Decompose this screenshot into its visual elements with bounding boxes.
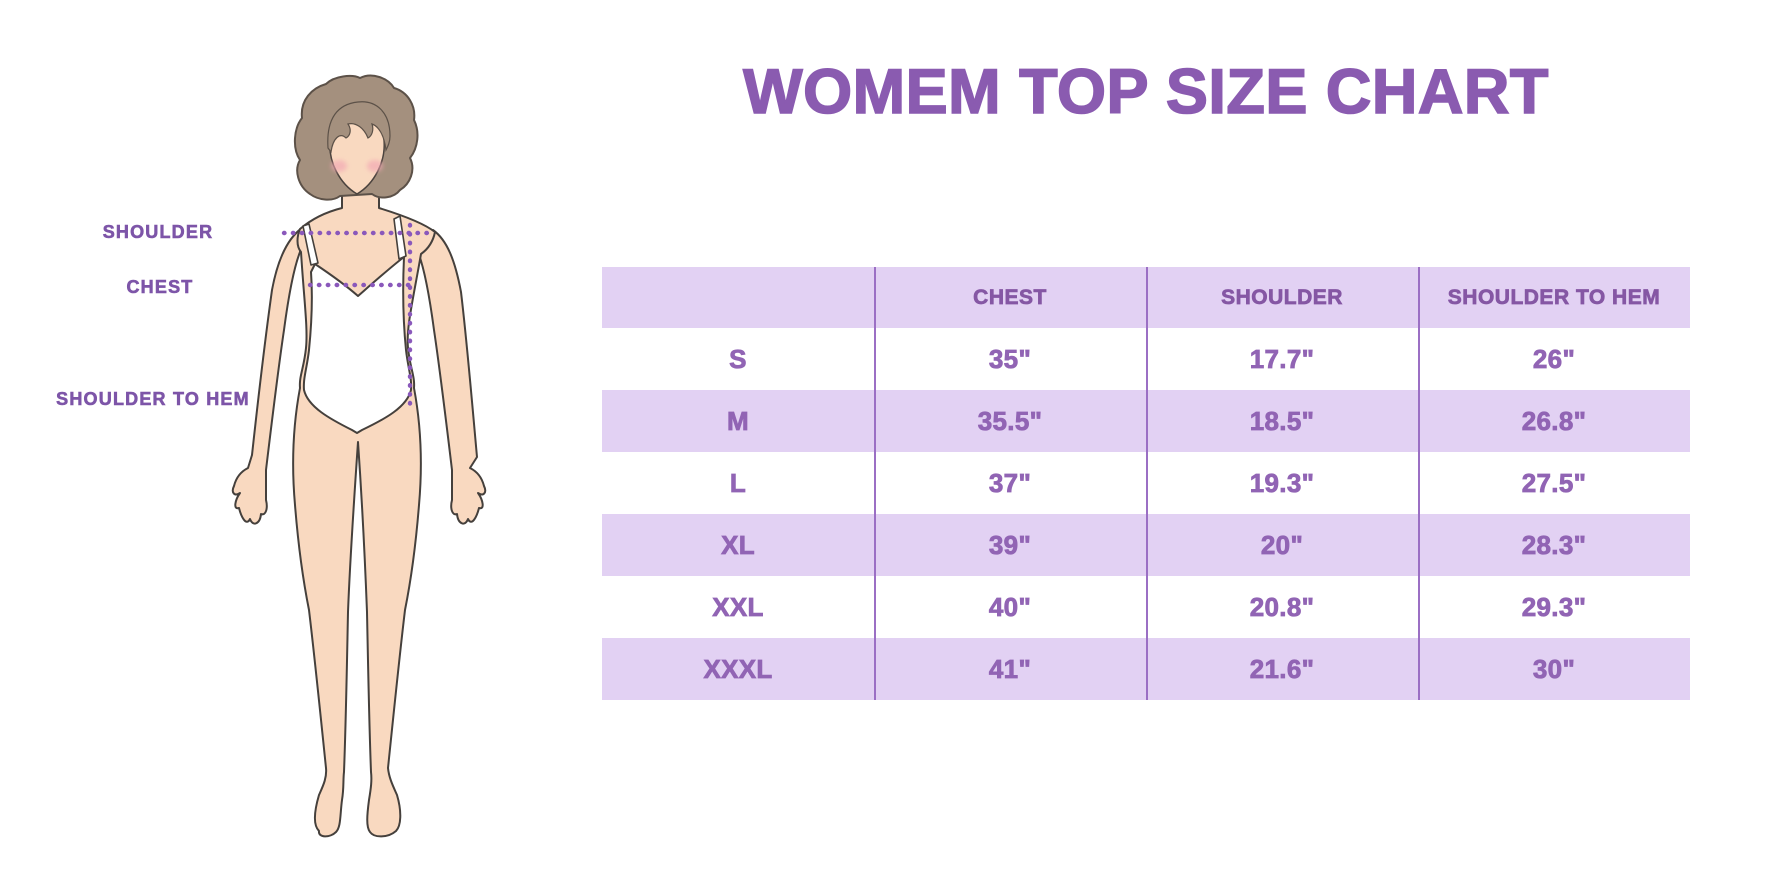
shoulder-cell: 19.3" <box>1249 467 1315 498</box>
table-row-s: S 35" 17.7" 26" <box>602 328 1690 390</box>
hair-fringe <box>327 101 391 154</box>
chest-cell: 35.5" <box>977 405 1043 436</box>
size-cell: XL <box>721 529 755 560</box>
chest-cell: 41" <box>988 653 1032 684</box>
body-measurement-illustration <box>231 74 487 838</box>
page-title: WOMEM TOP SIZE CHART <box>742 56 1549 128</box>
column-divider <box>1146 267 1148 700</box>
shoulder-to-hem-cell: 30" <box>1532 653 1576 684</box>
chest-cell: 40" <box>988 591 1032 622</box>
chest-cell: 39" <box>988 529 1032 560</box>
shoulder-to-hem-label: SHOULDER TO HEM <box>56 389 250 410</box>
table-row-l: L 37" 19.3" 27.5" <box>602 452 1690 514</box>
column-header-shoulder: SHOULDER <box>1221 285 1343 309</box>
shoulder-to-hem-cell: 27.5" <box>1521 467 1587 498</box>
chest-cell: 37" <box>988 467 1032 498</box>
column-header-shoulder-to-hem: SHOULDER TO HEM <box>1447 285 1661 309</box>
shoulder-cell: 18.5" <box>1249 405 1315 436</box>
shoulder-to-hem-cell: 26.8" <box>1521 405 1587 436</box>
blush <box>331 160 383 172</box>
right-strap <box>393 215 407 260</box>
size-cell: S <box>729 343 747 374</box>
shoulder-cell: 20" <box>1260 529 1304 560</box>
size-cell: M <box>727 405 749 436</box>
shoulder-to-hem-cell: 26" <box>1532 343 1576 374</box>
chest-label: CHEST <box>126 277 194 298</box>
shoulder-cell: 17.7" <box>1249 343 1315 374</box>
table-row-xxl: XXL 40" 20.8" 29.3" <box>602 576 1690 638</box>
chest-cell: 35" <box>988 343 1032 374</box>
shoulder-cell: 20.8" <box>1249 591 1315 622</box>
left-arm <box>231 227 303 525</box>
size-cell: XXL <box>712 591 764 622</box>
shoulder-label: SHOULDER <box>102 222 214 243</box>
shoulder-cell: 21.6" <box>1249 653 1315 684</box>
column-header-size <box>602 267 874 328</box>
shoulder-to-hem-cell: 29.3" <box>1521 591 1587 622</box>
column-divider <box>1418 267 1420 700</box>
size-cell: L <box>729 467 747 498</box>
size-chart-table: CHEST SHOULDER SHOULDER TO HEM S 35" 17.… <box>602 267 1690 700</box>
left-strap <box>302 223 319 266</box>
right-arm <box>417 229 487 525</box>
column-divider <box>874 267 876 700</box>
size-cell: XXXL <box>703 653 773 684</box>
column-header-chest: CHEST <box>973 285 1047 309</box>
shoulder-to-hem-cell: 28.3" <box>1521 529 1587 560</box>
